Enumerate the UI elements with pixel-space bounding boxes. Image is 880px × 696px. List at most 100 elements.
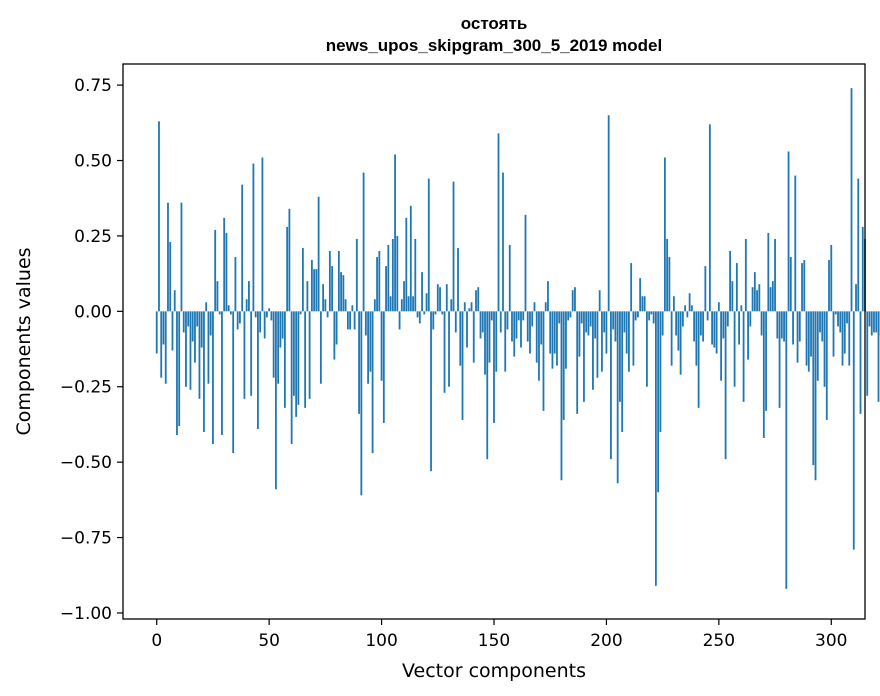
- bar-141: [472, 311, 475, 363]
- bar-165: [526, 311, 529, 342]
- bar-96: [371, 311, 374, 454]
- bar-255: [729, 251, 731, 312]
- bar-187: [576, 311, 579, 414]
- bar-86: [349, 311, 351, 330]
- bar-213: [634, 311, 637, 321]
- bar-137: [463, 302, 466, 312]
- bar-75: [324, 299, 327, 312]
- bar-105: [391, 238, 394, 312]
- bar-250: [717, 302, 720, 312]
- bar-25: [212, 311, 214, 445]
- bar-4: [164, 311, 167, 384]
- bar-204: [614, 311, 617, 342]
- bar-254: [726, 311, 729, 327]
- bar-110: [403, 281, 405, 312]
- bar-247: [711, 311, 713, 345]
- bar-313: [859, 311, 862, 414]
- bar-13: [185, 311, 187, 387]
- x-tick-label: 200: [590, 631, 622, 651]
- bar-319: [873, 311, 875, 333]
- bar-160: [515, 311, 518, 339]
- bar-168: [533, 302, 536, 312]
- bar-57: [283, 311, 286, 408]
- bar-163: [522, 311, 525, 321]
- bar-218: [646, 311, 648, 387]
- bar-112: [407, 296, 410, 312]
- bar-207: [621, 311, 624, 432]
- y-tick-label: 0.75: [74, 76, 112, 96]
- bar-178: [556, 311, 558, 366]
- bar-114: [412, 296, 414, 312]
- bar-317: [868, 311, 871, 327]
- bar-175: [549, 311, 552, 354]
- x-tick-label: 150: [478, 631, 510, 651]
- bar-212: [632, 311, 635, 366]
- bar-66: [304, 311, 307, 408]
- bar-295: [819, 311, 821, 333]
- bar-206: [619, 311, 621, 402]
- bar-285: [796, 311, 799, 363]
- bar-126: [439, 287, 441, 312]
- bar-211: [630, 263, 633, 312]
- bar-78: [331, 266, 334, 312]
- bar-202: [610, 311, 612, 460]
- bar-100: [380, 311, 383, 381]
- bar-102: [385, 266, 387, 312]
- bar-5: [167, 202, 169, 312]
- bar-68: [308, 311, 311, 399]
- bar-188: [578, 311, 581, 357]
- bar-123: [432, 311, 435, 330]
- bar-1: [158, 121, 160, 312]
- bar-282: [789, 257, 792, 312]
- bar-194: [592, 311, 594, 390]
- bar-120: [425, 293, 428, 312]
- chart-subtitle: news_upos_skipgram_300_5_2019 model: [326, 36, 662, 55]
- bar-60: [290, 311, 293, 445]
- bar-26: [214, 229, 217, 312]
- bar-274: [771, 281, 774, 312]
- bar-309: [850, 88, 853, 312]
- bar-125: [436, 284, 439, 312]
- bar-279: [783, 311, 785, 342]
- bar-70: [313, 269, 316, 312]
- bar-290: [807, 311, 810, 372]
- y-tick-label: 0.00: [74, 302, 112, 322]
- bar-9: [176, 311, 178, 436]
- bar-214: [637, 311, 639, 318]
- bar-176: [551, 311, 554, 369]
- bar-20: [200, 311, 203, 348]
- bar-256: [731, 281, 734, 312]
- bar-314: [861, 226, 864, 312]
- bar-0: [155, 311, 158, 354]
- bar-196: [596, 311, 599, 378]
- bar-106: [394, 154, 396, 312]
- bar-180: [560, 311, 563, 481]
- bar-283: [792, 311, 794, 345]
- bar-233: [679, 311, 682, 375]
- bar-174: [547, 281, 549, 312]
- bar-249: [715, 311, 718, 354]
- bar-258: [735, 263, 738, 312]
- bar-104: [389, 296, 392, 312]
- bar-189: [580, 311, 583, 324]
- bar-297: [823, 311, 826, 387]
- bar-18: [196, 311, 199, 327]
- bar-266: [753, 272, 756, 312]
- bar-272: [767, 232, 770, 312]
- bar-237: [688, 293, 691, 312]
- x-tick-label: 0: [151, 631, 162, 651]
- bar-124: [434, 311, 437, 315]
- bar-47: [261, 157, 264, 312]
- bar-200: [605, 311, 608, 354]
- bar-10: [178, 311, 181, 426]
- bar-300: [830, 244, 833, 312]
- bar-157: [508, 244, 511, 312]
- bar-122: [430, 311, 432, 472]
- bar-184: [569, 311, 572, 318]
- bar-289: [805, 311, 808, 366]
- bar-305: [841, 311, 844, 366]
- bar-146: [484, 311, 486, 375]
- bar-201: [607, 115, 610, 312]
- bar-129: [445, 284, 448, 312]
